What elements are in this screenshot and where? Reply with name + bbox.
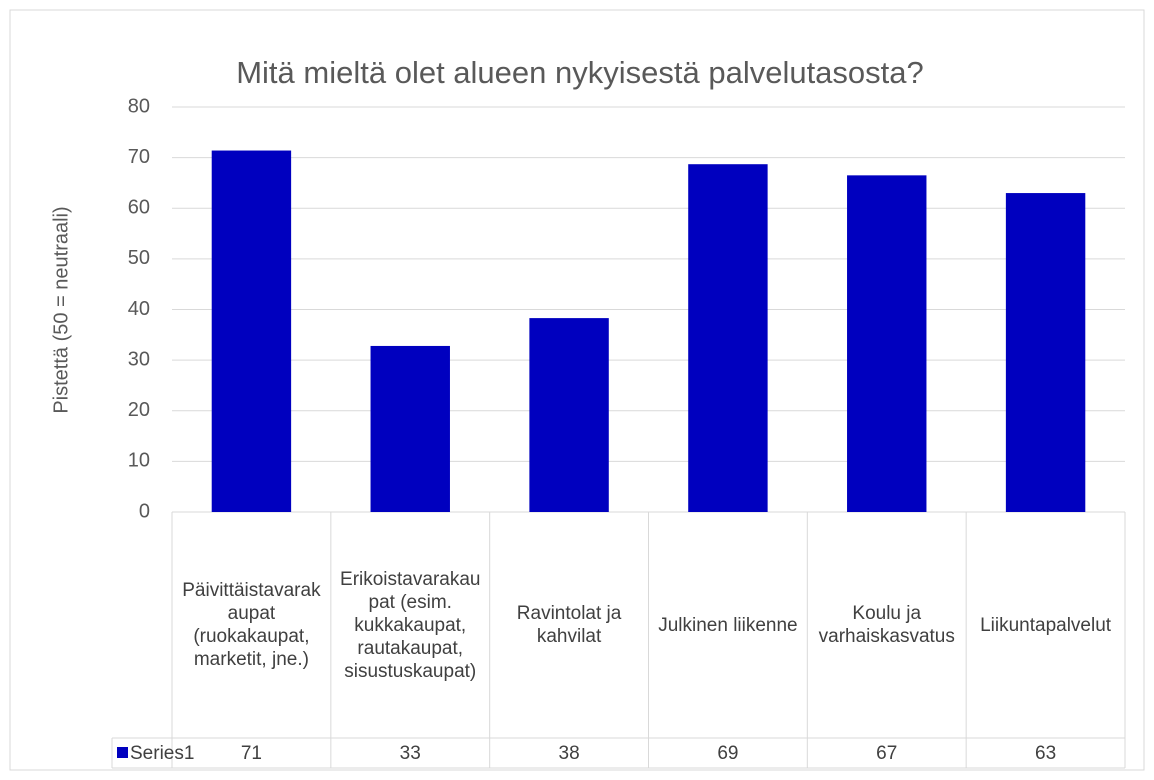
- bar: [529, 318, 609, 512]
- y-tick-label: 0: [139, 500, 150, 522]
- legend-swatch: [117, 747, 128, 758]
- bar: [688, 164, 768, 513]
- category-label: Liikuntapalvelut: [980, 614, 1112, 636]
- bar: [1005, 193, 1086, 512]
- legend-label: Series1: [130, 743, 194, 764]
- y-axis-label: Pistettä (50 = neutraali): [50, 206, 72, 413]
- data-table-value: 63: [1035, 742, 1057, 764]
- y-tick-label: 80: [128, 95, 150, 117]
- data-table-value: 67: [876, 742, 898, 764]
- category-label: Koulu ja varhaiskasvatus: [818, 603, 955, 647]
- bar: [370, 345, 450, 512]
- category-label: Ravintolat ja kahvilat: [516, 603, 622, 647]
- y-tick-label: 50: [128, 247, 150, 269]
- y-tick-label: 10: [128, 450, 150, 472]
- y-tick-label: 40: [128, 298, 150, 320]
- category-label: Päivittäistavarakaupat (ruokakaupat, mar…: [182, 580, 321, 670]
- data-table-value: 71: [240, 742, 262, 764]
- bar: [211, 150, 292, 512]
- bar: [847, 175, 927, 512]
- data-table-value: 33: [399, 742, 421, 764]
- category-label: Erikoistavarakaupat (esim. kukkakaupat, …: [340, 568, 481, 682]
- y-tick-label: 30: [128, 348, 150, 370]
- y-tick-label: 20: [128, 399, 150, 421]
- y-tick-label: 70: [128, 146, 150, 168]
- data-table-value: 69: [717, 742, 739, 764]
- chart-title: Mitä mieltä olet alueen nykyisestä palve…: [236, 55, 924, 90]
- category-label: Julkinen liikenne: [658, 614, 798, 636]
- y-tick-label: 60: [128, 197, 150, 219]
- data-table-value: 38: [558, 742, 580, 764]
